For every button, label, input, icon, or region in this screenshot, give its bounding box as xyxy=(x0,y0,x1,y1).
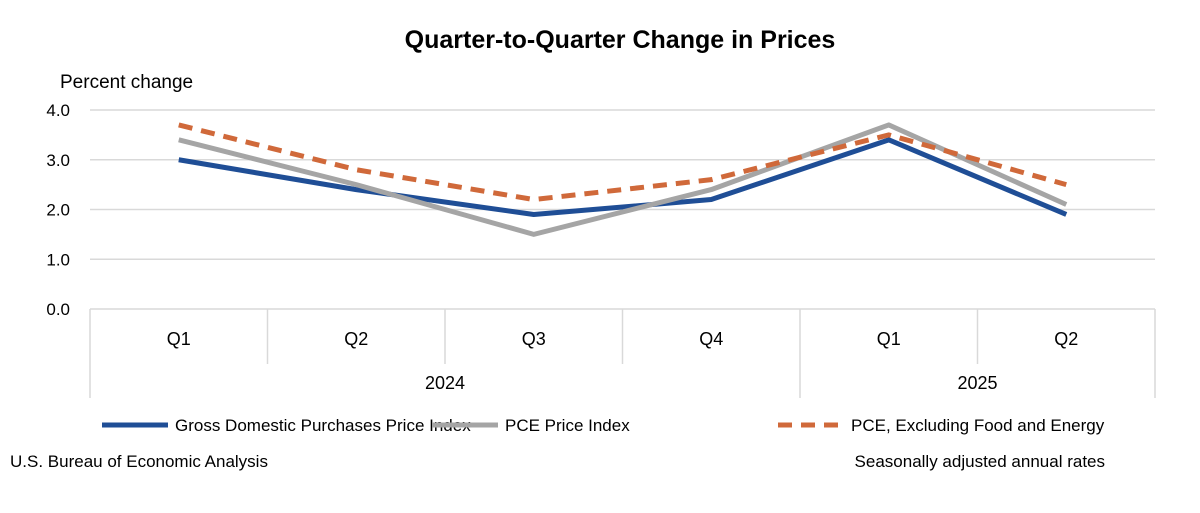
chart-title: Quarter-to-Quarter Change in Prices xyxy=(405,26,836,54)
seasonal-note: Seasonally adjusted annual rates xyxy=(855,452,1105,471)
y-tick-label: 4.0 xyxy=(46,101,70,120)
y-tick-label: 1.0 xyxy=(46,250,70,269)
series-line-0 xyxy=(179,140,1067,215)
legend-label: PCE, Excluding Food and Energy xyxy=(851,416,1105,435)
source-note: U.S. Bureau of Economic Analysis xyxy=(10,452,268,471)
x-tick-label: Q2 xyxy=(344,329,368,349)
x-tick-label: Q1 xyxy=(877,329,901,349)
legend-label: PCE Price Index xyxy=(505,416,630,435)
y-tick-label: 3.0 xyxy=(46,151,70,170)
year-group-label: 2024 xyxy=(425,373,465,393)
x-tick-label: Q2 xyxy=(1054,329,1078,349)
x-tick-label: Q1 xyxy=(167,329,191,349)
y-axis-label: Percent change xyxy=(60,72,193,93)
legend-label: Gross Domestic Purchases Price Index xyxy=(175,416,471,435)
series-line-2 xyxy=(179,125,1067,200)
y-tick-label: 2.0 xyxy=(46,201,70,220)
x-tick-label: Q3 xyxy=(522,329,546,349)
y-tick-label: 0.0 xyxy=(46,300,70,319)
year-group-label: 2025 xyxy=(957,373,997,393)
x-tick-label: Q4 xyxy=(699,329,723,349)
